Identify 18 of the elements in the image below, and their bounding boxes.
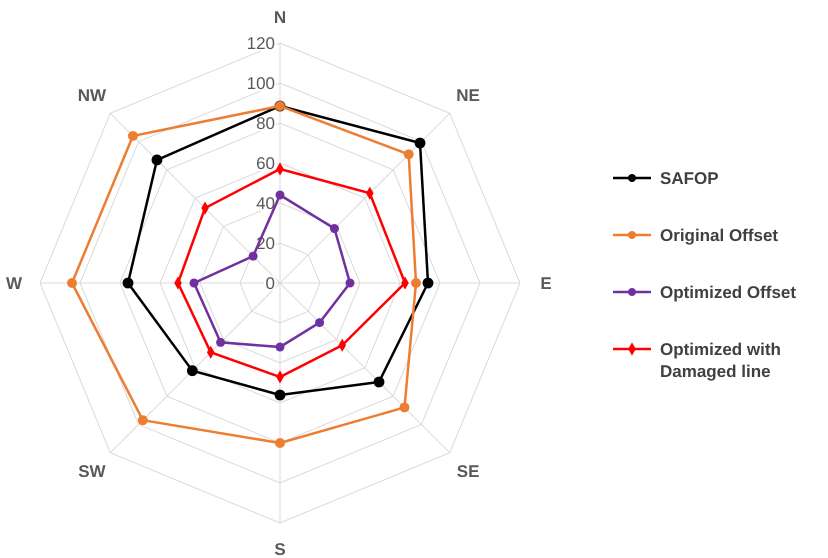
y-tick-label: 40: [256, 194, 275, 213]
y-tick-label: 80: [256, 114, 275, 133]
y-tick-label: 0: [266, 274, 275, 293]
y-tick-label: 60: [256, 154, 275, 173]
legend-label: Original Offset: [660, 226, 778, 245]
legend-label: Optimized with Damaged line: [660, 340, 781, 382]
legend-label: SAFOP: [660, 168, 719, 188]
spoke-label: N: [274, 8, 286, 27]
spoke-label: SE: [456, 462, 480, 482]
spoke-label: NE: [456, 86, 480, 105]
spoke-label: E: [540, 274, 552, 293]
y-tick-label: 100: [246, 74, 275, 93]
spoke-label: S: [274, 540, 286, 558]
y-tick-label: 120: [246, 34, 275, 53]
spoke-label: W: [6, 274, 23, 293]
spoke-label: NW: [78, 86, 108, 105]
spoke-label: SW: [78, 462, 107, 482]
legend-label: Optimized Offset: [660, 282, 796, 302]
